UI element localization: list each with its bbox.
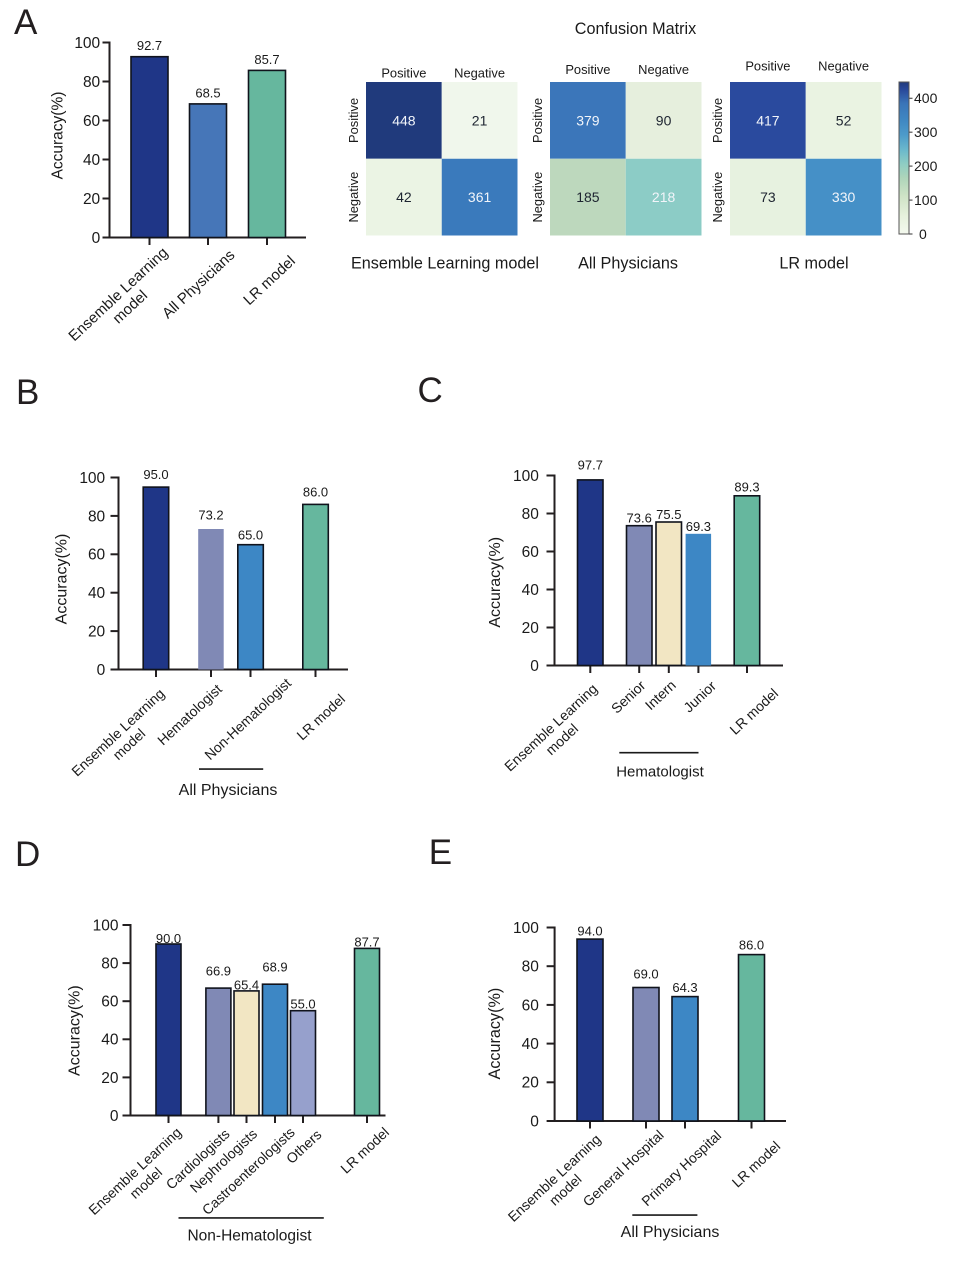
- svg-text:86.0: 86.0: [303, 484, 328, 499]
- svg-text:0: 0: [97, 662, 106, 679]
- svg-text:Confusion Matrix: Confusion Matrix: [575, 20, 696, 38]
- svg-text:73.2: 73.2: [198, 508, 223, 523]
- svg-text:66.9: 66.9: [206, 963, 231, 978]
- svg-text:60: 60: [522, 544, 540, 561]
- svg-text:Positive: Positive: [346, 98, 361, 143]
- svg-text:361: 361: [468, 189, 492, 205]
- svg-text:Positive: Positive: [710, 98, 725, 143]
- svg-text:55.0: 55.0: [290, 996, 315, 1011]
- svg-text:Positive: Positive: [530, 98, 545, 143]
- svg-text:80: 80: [522, 506, 540, 523]
- svg-text:92.7: 92.7: [137, 38, 162, 53]
- svg-text:40: 40: [522, 582, 540, 599]
- svg-text:D: D: [15, 835, 40, 874]
- svg-text:73.6: 73.6: [627, 511, 652, 526]
- svg-text:0: 0: [530, 1113, 539, 1130]
- svg-text:20: 20: [522, 1075, 540, 1092]
- svg-text:87.7: 87.7: [354, 934, 379, 949]
- svg-text:0: 0: [530, 658, 539, 675]
- svg-text:Ensemble Learning model: Ensemble Learning model: [351, 255, 539, 273]
- svg-text:E: E: [429, 833, 452, 872]
- svg-text:20: 20: [101, 1070, 119, 1087]
- svg-text:68.5: 68.5: [195, 85, 220, 100]
- svg-text:Accuracy(%): Accuracy(%): [54, 534, 71, 625]
- svg-text:60: 60: [522, 997, 540, 1014]
- svg-text:60: 60: [83, 113, 101, 130]
- svg-text:40: 40: [83, 152, 101, 169]
- svg-text:20: 20: [88, 624, 106, 641]
- svg-text:80: 80: [88, 508, 106, 525]
- svg-text:All Physicians: All Physicians: [179, 782, 278, 799]
- svg-text:100: 100: [93, 917, 119, 934]
- svg-text:80: 80: [101, 956, 119, 973]
- svg-text:100: 100: [914, 192, 938, 208]
- svg-text:Non-Hematologist: Non-Hematologist: [187, 1227, 312, 1244]
- svg-text:75.5: 75.5: [656, 507, 681, 522]
- svg-text:All Physicians: All Physicians: [621, 1224, 720, 1241]
- svg-text:86.0: 86.0: [739, 937, 764, 952]
- svg-text:Accuracy(%): Accuracy(%): [486, 988, 504, 1080]
- svg-text:Negative: Negative: [454, 66, 505, 81]
- svg-text:95.0: 95.0: [143, 467, 168, 482]
- svg-text:Positive: Positive: [565, 62, 610, 77]
- svg-text:69.0: 69.0: [633, 967, 658, 982]
- svg-text:Positive: Positive: [745, 59, 790, 74]
- svg-text:A: A: [14, 3, 38, 42]
- svg-text:69.3: 69.3: [686, 519, 711, 534]
- svg-text:400: 400: [914, 90, 938, 106]
- svg-text:Accuracy(%): Accuracy(%): [487, 537, 504, 628]
- svg-text:Accuracy(%): Accuracy(%): [66, 985, 83, 1076]
- svg-text:LR model: LR model: [779, 255, 848, 273]
- svg-text:20: 20: [522, 620, 540, 637]
- svg-text:417: 417: [756, 112, 780, 128]
- svg-text:89.3: 89.3: [734, 480, 759, 495]
- svg-text:40: 40: [101, 1032, 119, 1049]
- svg-text:100: 100: [74, 35, 100, 52]
- svg-text:80: 80: [522, 959, 540, 976]
- svg-text:40: 40: [522, 1036, 540, 1053]
- svg-text:0: 0: [110, 1108, 119, 1125]
- svg-text:90: 90: [656, 112, 672, 128]
- svg-text:60: 60: [88, 547, 106, 564]
- svg-text:90.0: 90.0: [156, 931, 181, 946]
- svg-text:65.4: 65.4: [234, 977, 259, 992]
- svg-text:300: 300: [914, 124, 938, 140]
- svg-text:42: 42: [396, 189, 412, 205]
- svg-text:20: 20: [83, 191, 101, 208]
- svg-text:Positive: Positive: [381, 66, 426, 81]
- svg-text:200: 200: [914, 158, 938, 174]
- svg-text:52: 52: [836, 112, 852, 128]
- svg-text:85.7: 85.7: [254, 52, 279, 67]
- svg-text:448: 448: [392, 112, 416, 128]
- svg-text:97.7: 97.7: [578, 457, 603, 472]
- svg-text:All Physicians: All Physicians: [578, 255, 678, 273]
- svg-text:100: 100: [513, 468, 539, 485]
- svg-text:21: 21: [472, 112, 488, 128]
- svg-text:40: 40: [88, 585, 106, 602]
- svg-text:Hematologist: Hematologist: [616, 764, 704, 781]
- svg-text:Negative: Negative: [710, 172, 725, 223]
- svg-text:Negative: Negative: [818, 59, 869, 74]
- svg-text:218: 218: [652, 189, 676, 205]
- svg-text:330: 330: [832, 189, 856, 205]
- svg-text:0: 0: [919, 226, 927, 242]
- svg-text:94.0: 94.0: [577, 924, 602, 939]
- svg-text:65.0: 65.0: [238, 527, 263, 542]
- svg-text:Negative: Negative: [530, 172, 545, 223]
- svg-text:185: 185: [576, 189, 600, 205]
- svg-text:0: 0: [92, 230, 101, 247]
- svg-text:68.9: 68.9: [262, 960, 287, 975]
- svg-text:100: 100: [79, 470, 105, 487]
- svg-text:Negative: Negative: [346, 172, 361, 223]
- svg-text:B: B: [16, 373, 39, 412]
- svg-text:73: 73: [760, 189, 776, 205]
- svg-text:Accuracy(%): Accuracy(%): [50, 92, 67, 180]
- svg-text:379: 379: [576, 112, 600, 128]
- svg-text:80: 80: [83, 74, 101, 91]
- svg-text:64.3: 64.3: [672, 980, 697, 995]
- svg-text:100: 100: [513, 920, 539, 937]
- svg-text:C: C: [418, 371, 443, 410]
- svg-text:Negative: Negative: [638, 62, 689, 77]
- svg-text:60: 60: [101, 994, 119, 1011]
